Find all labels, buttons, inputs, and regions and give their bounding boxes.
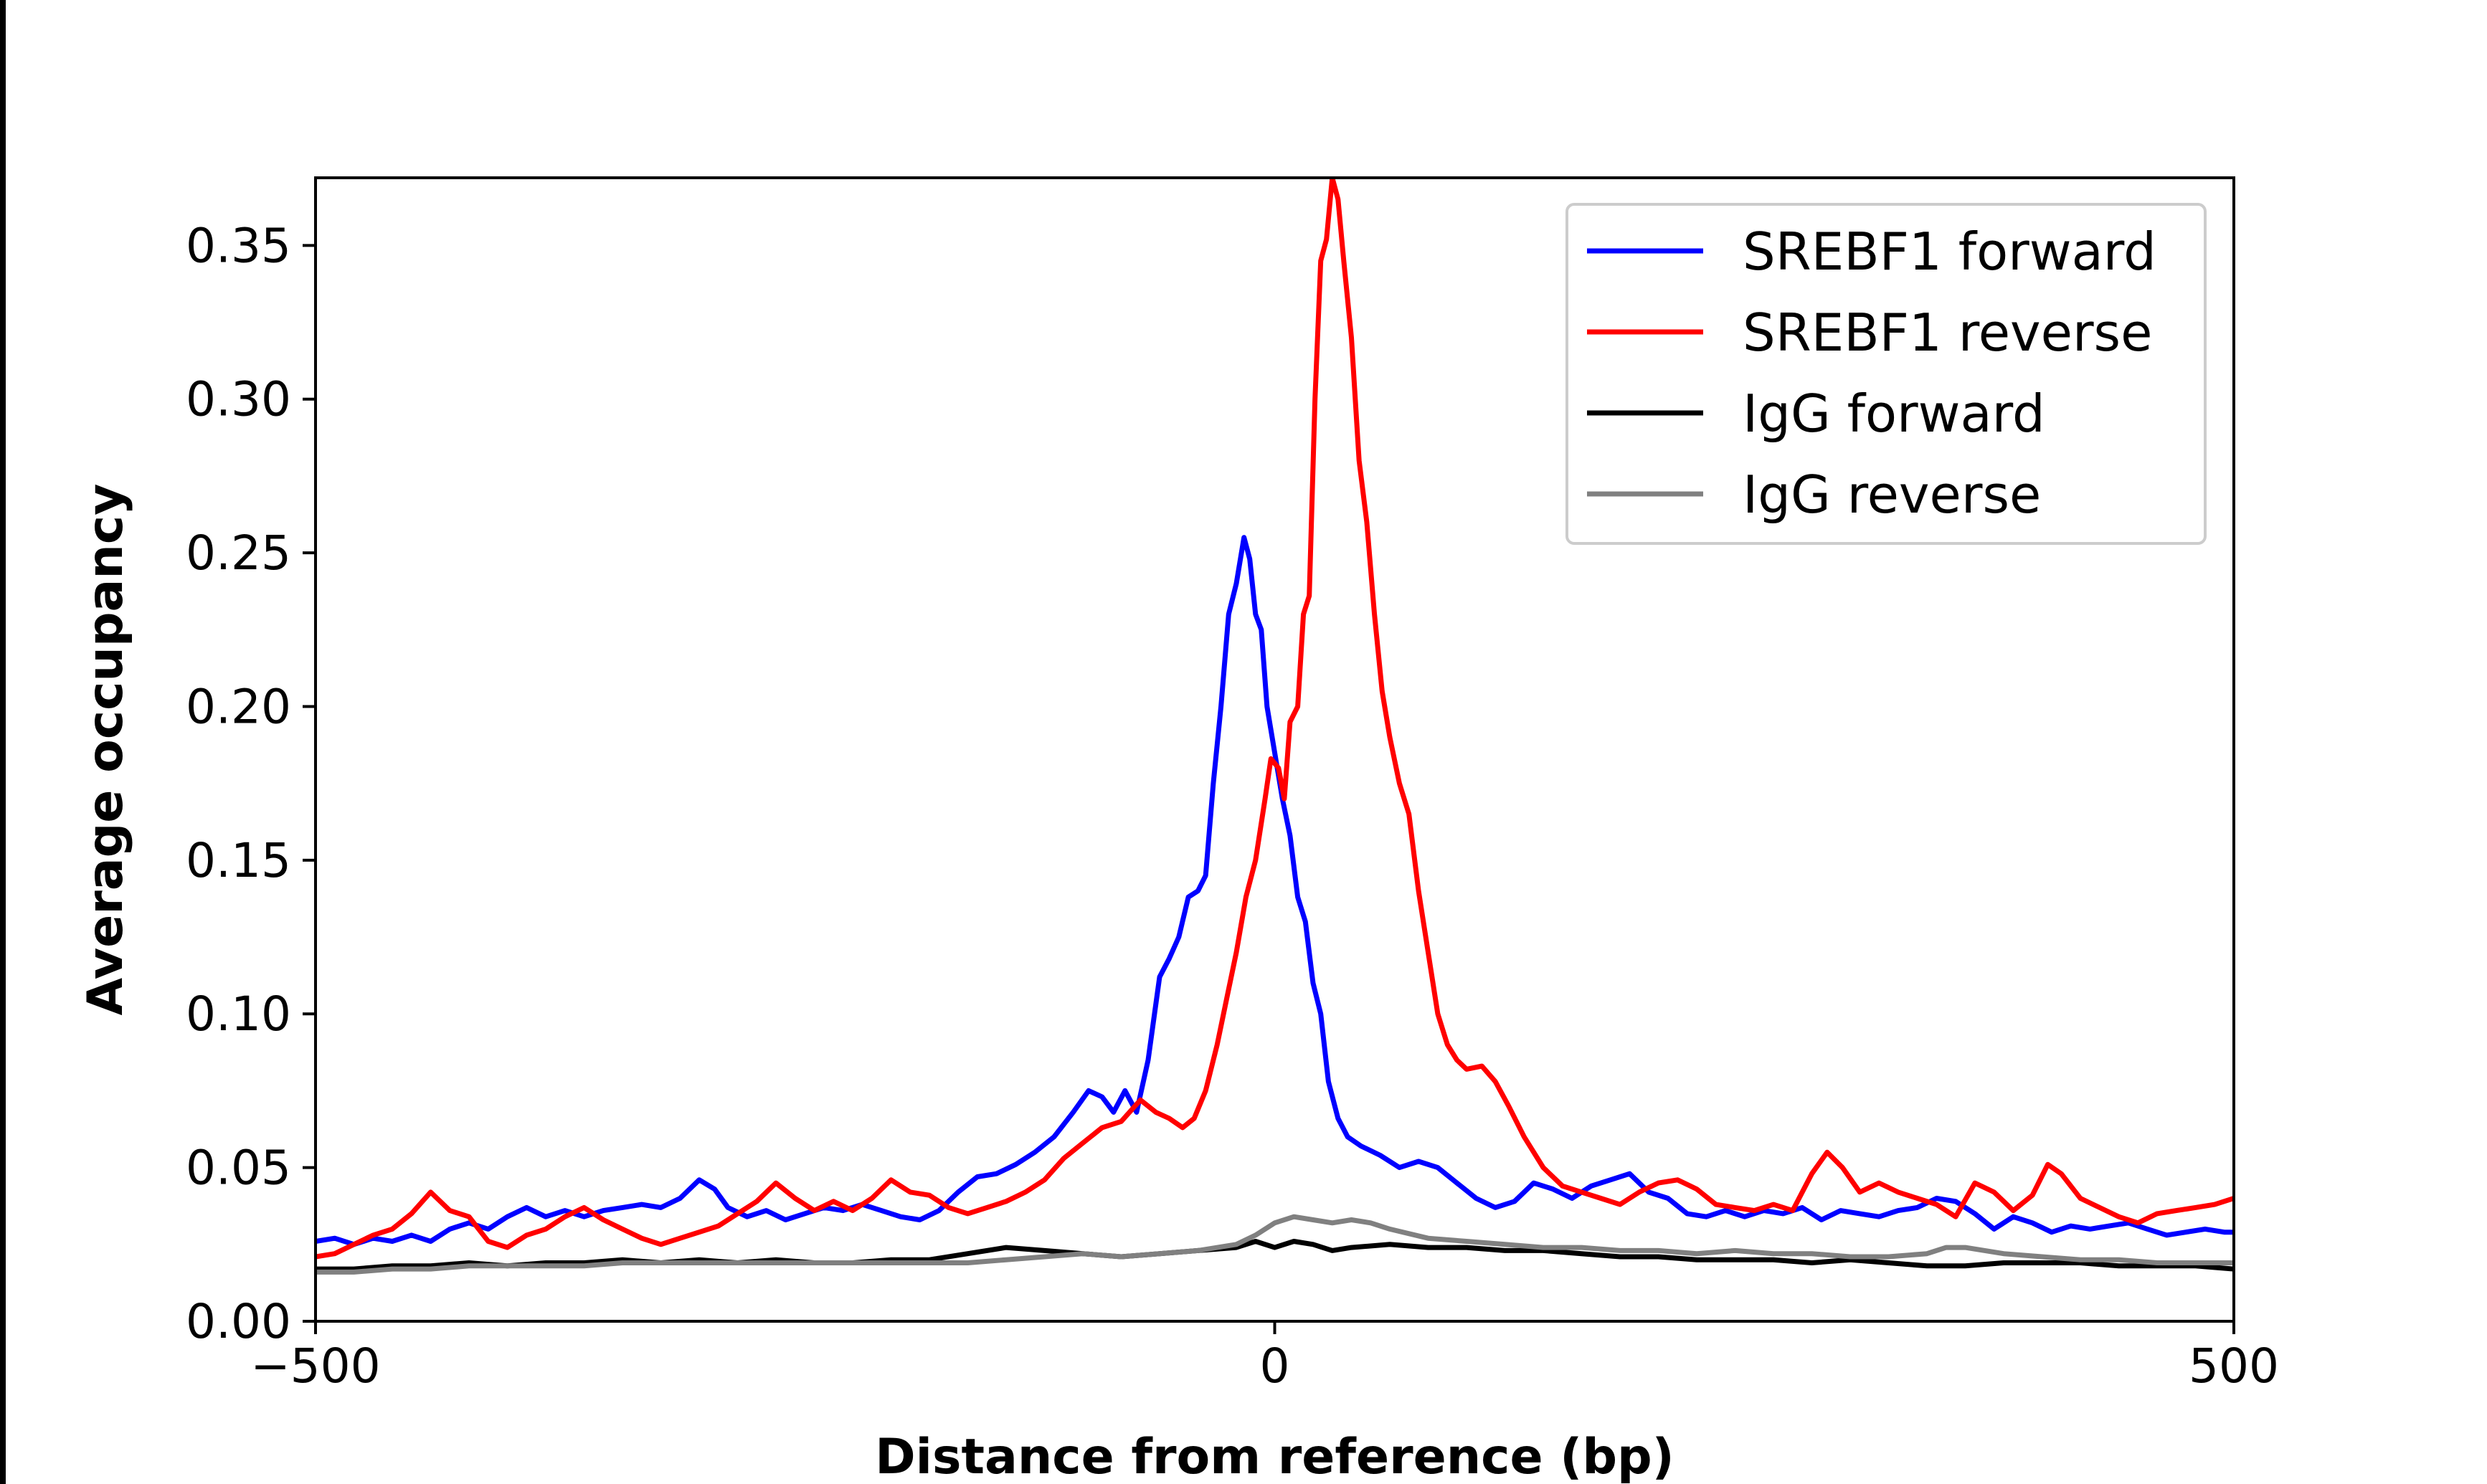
series-line-srebf1-forward	[316, 535, 2234, 1247]
y-axis-label: Average occupancy	[77, 484, 134, 1016]
legend-entry: SREBF1 reverse	[1743, 303, 2152, 363]
legend-box	[1565, 203, 2207, 545]
y-tick-label: 0.05	[186, 1141, 291, 1196]
x-tick-label: −500	[250, 1338, 380, 1394]
legend-entry: IgG reverse	[1743, 465, 2041, 525]
y-tick-label: 0.30	[186, 372, 291, 427]
x-axis-label: Distance from reference (bp)	[875, 1429, 1674, 1484]
y-tick-label: 0.10	[186, 986, 291, 1042]
x-tick-label: 500	[2189, 1338, 2279, 1394]
x-tick-label: 0	[1260, 1338, 1290, 1394]
y-tick-label: 0.25	[186, 525, 291, 581]
ticks-layer: −500 0 500 0.00 0.05 0.10 0.15 0.20 0.25 0.30 0.35	[186, 218, 2279, 1394]
series-line-igg-reverse	[316, 1214, 2234, 1275]
series-line-srebf1-reverse	[316, 178, 2234, 1260]
y-tick-label: 0.35	[186, 218, 291, 273]
legend-entry: SREBF1 forward	[1743, 222, 2156, 282]
series-layer	[316, 178, 2234, 1275]
y-tick-label: 0.00	[186, 1294, 291, 1349]
y-tick-label: 0.15	[186, 833, 291, 888]
y-tick-label: 0.20	[186, 679, 291, 734]
legend-entry: IgG forward	[1743, 384, 2045, 444]
legend: SREBF1 forward SREBF1 reverse IgG forward I…	[1565, 203, 2207, 545]
left-border-bar	[0, 0, 6, 1484]
